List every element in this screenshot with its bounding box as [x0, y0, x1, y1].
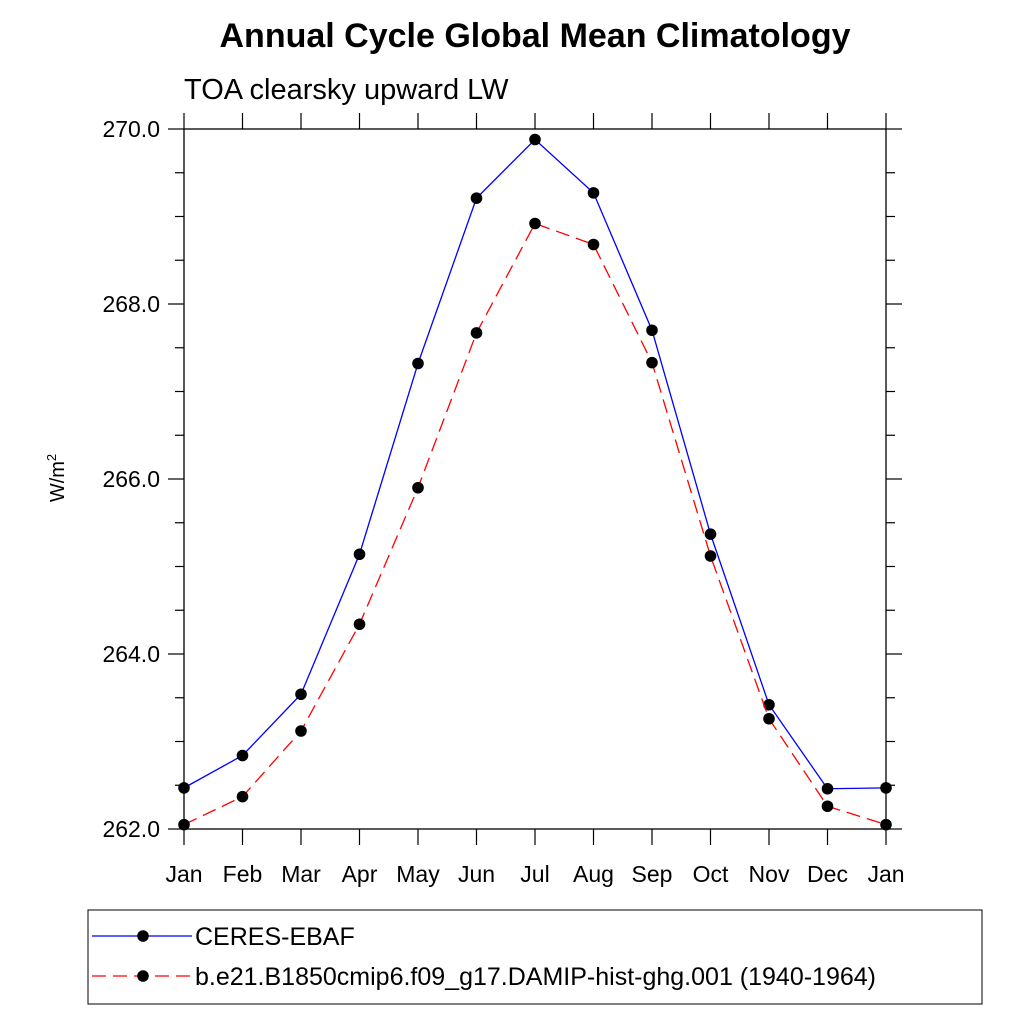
y-tick-label: 262.0: [102, 816, 160, 842]
data-point: [763, 712, 775, 725]
x-tick-label: Jul: [520, 861, 549, 887]
legend-swatch-marker: [137, 930, 149, 942]
x-tick-label: Dec: [807, 861, 848, 887]
chart-subtitle: TOA clearsky upward LW: [184, 74, 509, 106]
x-tick-label: Aug: [573, 861, 614, 887]
data-point: [412, 357, 424, 370]
chart-title: Annual Cycle Global Mean Climatology: [220, 17, 851, 55]
data-point: [412, 481, 424, 494]
x-tick-label: Jan: [165, 861, 202, 887]
data-point: [529, 217, 541, 230]
y-tick-label: 266.0: [102, 466, 160, 492]
axes: 262.0 264.0 266.0 268.0 270.0 Jan Feb Mar Apr May…: [102, 113, 905, 887]
y-axis-label-base: W/m: [47, 461, 69, 502]
x-tick-label: Apr: [342, 861, 378, 887]
data-point: [470, 192, 483, 204]
data-point: [178, 782, 190, 794]
plot-frame: [183, 128, 887, 830]
data-point: [353, 618, 366, 631]
data-point: [704, 550, 717, 562]
series-2: [178, 217, 892, 831]
x-tick-label: Jun: [458, 861, 495, 887]
legend-label: CERES-EBAF: [195, 923, 355, 951]
x-tick-label: Jan: [867, 861, 904, 887]
data-point: [178, 818, 190, 831]
data-point: [646, 356, 658, 369]
y-tick-label: 270.0: [102, 116, 160, 142]
data-point: [821, 800, 834, 813]
x-tick-label: Nov: [749, 861, 790, 887]
series-1: [178, 133, 892, 795]
data-point: [704, 528, 717, 540]
data-point: [295, 688, 307, 701]
data-point: [646, 324, 658, 337]
data-point: [880, 782, 892, 794]
data-point: [763, 698, 775, 711]
data-point: [236, 749, 249, 762]
legend-box: [87, 909, 983, 1005]
data-point: [821, 782, 834, 795]
y-axis-label-superscript: 2: [44, 454, 59, 461]
data-point: [470, 327, 483, 339]
x-tick-label: Sep: [632, 861, 673, 887]
x-tick-label: Feb: [223, 861, 263, 887]
data-point: [880, 818, 892, 831]
x-tick-label: Oct: [693, 861, 729, 887]
y-axis-label: W/m2: [44, 454, 69, 502]
x-tick-label: Mar: [281, 861, 321, 887]
legend-label: b.e21.B1850cmip6.f09_g17.DAMIP-hist-ghg.…: [195, 963, 876, 991]
series-line: [183, 138, 887, 790]
data-point: [236, 790, 249, 803]
legend: CERES-EBAF b.e21.B1850cmip6.f09_g17.DAMIP…: [87, 909, 983, 1005]
data-point: [529, 133, 541, 146]
legend-swatch-marker: [137, 970, 149, 982]
series-layer: [178, 133, 892, 831]
series-line: [183, 222, 887, 826]
data-point: [353, 548, 366, 561]
y-tick-label: 268.0: [102, 291, 160, 317]
data-point: [587, 187, 600, 199]
y-tick-label: 264.0: [102, 641, 160, 667]
data-point: [587, 238, 600, 251]
x-tick-label: May: [396, 861, 440, 887]
data-point: [295, 725, 307, 737]
